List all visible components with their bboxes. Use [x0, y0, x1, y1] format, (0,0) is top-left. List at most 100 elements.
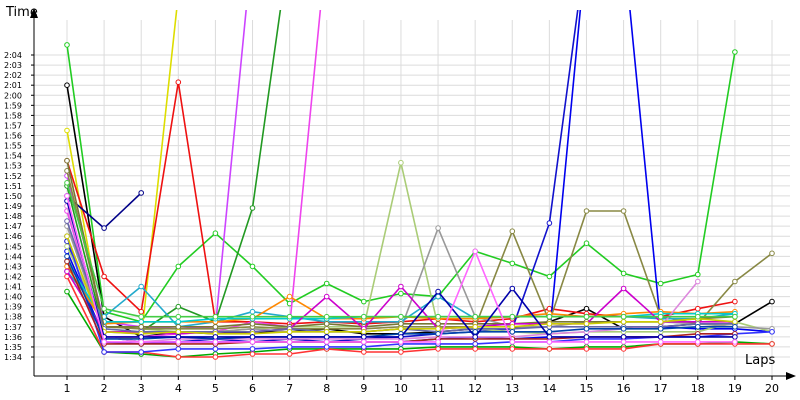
data-point — [695, 334, 701, 340]
data-point — [583, 208, 590, 214]
data-point — [732, 339, 738, 345]
data-point — [546, 313, 553, 320]
data-point — [286, 344, 293, 350]
series-line — [66, 276, 772, 358]
data-point — [323, 280, 330, 287]
data-point — [138, 313, 144, 320]
x-tick-label: 3 — [138, 382, 145, 395]
data-point — [695, 278, 701, 285]
data-point — [101, 273, 107, 280]
y-tick-label: 1:54 — [4, 152, 22, 161]
data-point — [64, 258, 70, 265]
data-point — [620, 334, 627, 340]
data-point — [435, 225, 441, 231]
y-tick-label: 1:49 — [4, 202, 22, 211]
data-point — [175, 324, 182, 330]
data-point — [249, 334, 256, 340]
data-point — [435, 288, 441, 295]
data-point — [546, 346, 553, 352]
data-point — [657, 334, 664, 340]
y-tick-label: 1:45 — [4, 242, 22, 251]
data-point — [620, 270, 627, 277]
data-point — [138, 324, 144, 330]
y-tick-label: 2:00 — [4, 91, 22, 100]
data-point — [695, 271, 701, 278]
x-tick-label: 12 — [468, 382, 482, 395]
data-point — [175, 303, 182, 310]
data-point — [583, 305, 590, 312]
x-tick-label: 18 — [691, 382, 705, 395]
data-point — [732, 313, 738, 320]
x-tick-label: 6 — [249, 382, 256, 395]
data-point — [583, 240, 590, 246]
series-2 — [64, 82, 775, 340]
data-point — [323, 344, 330, 350]
data-point — [732, 319, 738, 325]
data-point — [64, 180, 70, 186]
data-point — [175, 339, 182, 345]
data-point — [695, 305, 701, 312]
data-point — [435, 339, 441, 345]
y-tick-label: 1:50 — [4, 192, 22, 201]
x-tick-label: 15 — [579, 382, 593, 395]
series-10 — [64, 10, 775, 345]
data-point — [101, 349, 107, 355]
y-axis-title: Time — [5, 5, 38, 20]
y-tick-label: 1:58 — [4, 111, 22, 120]
series-line — [66, 10, 178, 340]
data-point — [64, 127, 70, 134]
y-tick-label: 1:34 — [4, 353, 22, 362]
data-point — [509, 346, 516, 352]
series-24 — [64, 233, 738, 337]
y-tick-label: 1:38 — [4, 313, 22, 322]
data-point — [398, 313, 404, 320]
x-tick-label: 17 — [654, 382, 668, 395]
data-point — [657, 326, 664, 332]
data-point — [286, 339, 293, 345]
series-layer — [64, 10, 775, 360]
data-point — [249, 321, 256, 327]
data-point — [249, 346, 256, 352]
data-point — [175, 319, 182, 325]
data-point — [695, 324, 701, 330]
x-tick-label: 2 — [101, 382, 108, 395]
x-tick-label: 19 — [728, 382, 742, 395]
data-point — [583, 339, 590, 345]
data-point — [64, 253, 70, 260]
x-tick-label: 16 — [617, 382, 631, 395]
data-point — [472, 313, 479, 320]
data-point — [138, 339, 144, 345]
data-point — [546, 334, 553, 340]
data-point — [583, 326, 590, 332]
data-point — [583, 346, 590, 352]
y-tick-label: 1:59 — [4, 101, 22, 110]
data-point — [546, 339, 553, 345]
data-point — [732, 278, 738, 285]
y-axis-arrow — [30, 8, 38, 18]
data-point — [101, 225, 107, 231]
y-tick-label: 1:56 — [4, 132, 22, 141]
data-point — [509, 324, 516, 330]
y-tick-label: 1:42 — [4, 272, 22, 281]
data-point — [546, 329, 553, 335]
data-point — [212, 324, 219, 330]
data-point — [769, 250, 775, 257]
data-point — [138, 308, 144, 315]
data-point — [583, 334, 590, 340]
data-point — [546, 321, 553, 327]
data-point — [398, 159, 404, 166]
data-point — [249, 313, 256, 320]
data-point — [212, 354, 219, 360]
data-point — [212, 313, 219, 320]
data-point — [509, 285, 516, 292]
data-point — [175, 354, 182, 360]
data-point — [769, 329, 775, 335]
data-point — [695, 339, 701, 345]
data-point — [175, 334, 182, 340]
data-point — [657, 313, 664, 320]
data-point — [249, 263, 256, 270]
data-point — [472, 248, 479, 255]
y-tick-label: 1:41 — [4, 283, 22, 292]
data-point — [769, 341, 775, 347]
